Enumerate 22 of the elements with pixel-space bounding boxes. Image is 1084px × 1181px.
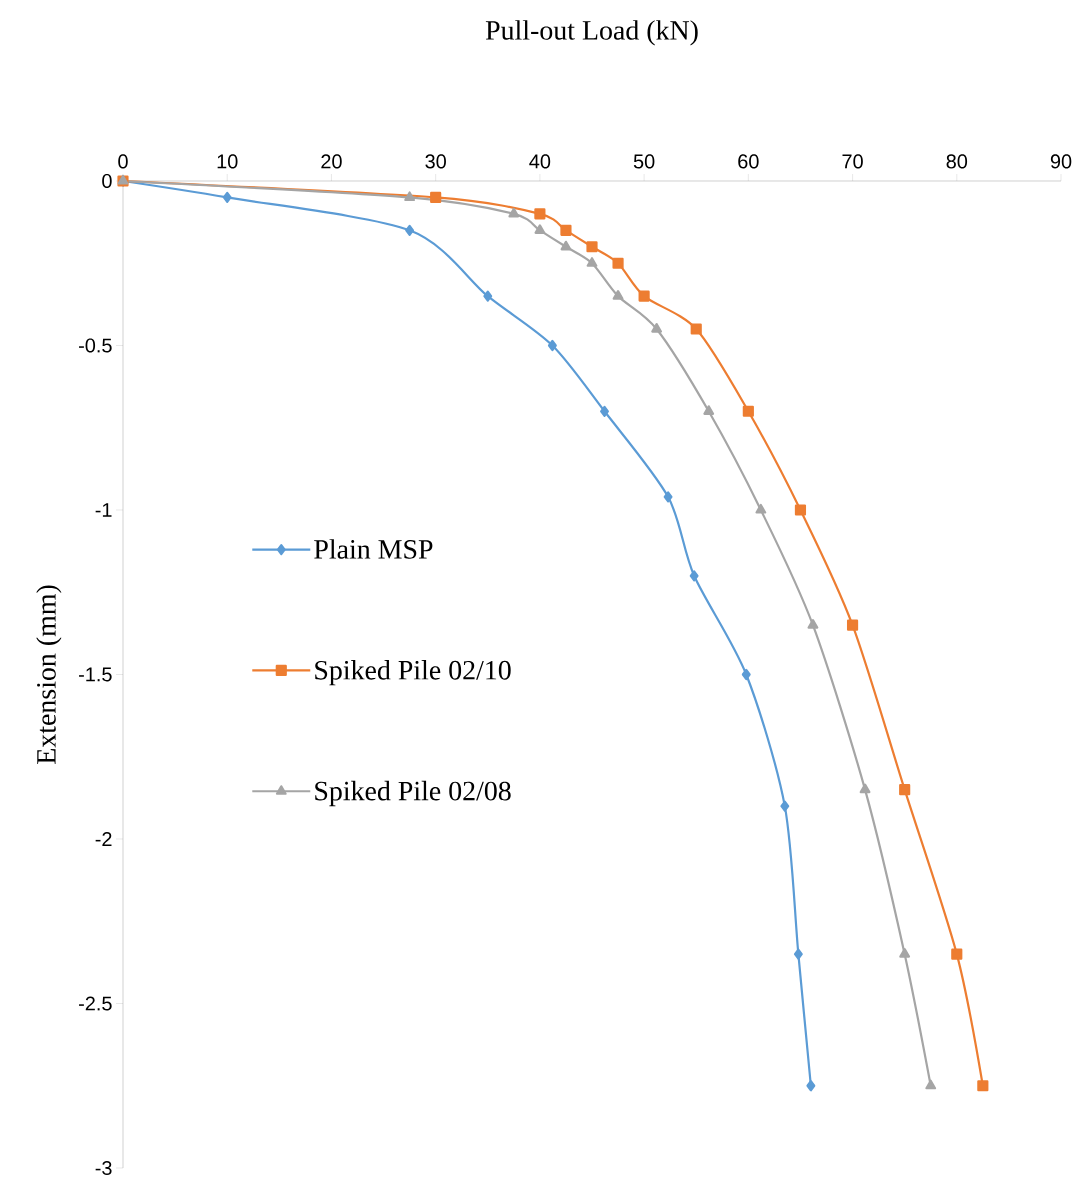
x-tick-label: 20 (321, 154, 342, 169)
legend-label: Spiked Pile 02/10 (315, 660, 511, 686)
x-tick-label: 60 (738, 154, 759, 169)
x-tick-label: 90 (1050, 154, 1072, 169)
legend-label: Plain MSP (314, 539, 433, 559)
y-tick-label: 0 (102, 173, 112, 189)
x-axis-title: Pull-out Load (kN) (485, 20, 698, 46)
y-tick-label: -1.5 (79, 667, 112, 682)
x-tick-label: 50 (633, 154, 655, 169)
y-tick-label: -0.5 (79, 338, 112, 353)
legend-label: Spiked Pile 02/08 (315, 780, 511, 807)
x-tick-label: 0 (118, 154, 128, 169)
y-tick-label: -2.5 (79, 996, 112, 1011)
x-tick-label: 10 (217, 154, 238, 169)
y-axis-title: Extension (mm) (36, 585, 62, 764)
y-tick-label: -3 (95, 1160, 112, 1176)
y-tick-label: -1 (95, 503, 112, 517)
x-tick-label: 40 (529, 154, 551, 169)
x-tick-label: 70 (842, 154, 863, 169)
y-tick-label: -2 (95, 832, 112, 846)
x-tick-label: 80 (946, 154, 968, 169)
x-tick-label: 30 (425, 154, 446, 169)
